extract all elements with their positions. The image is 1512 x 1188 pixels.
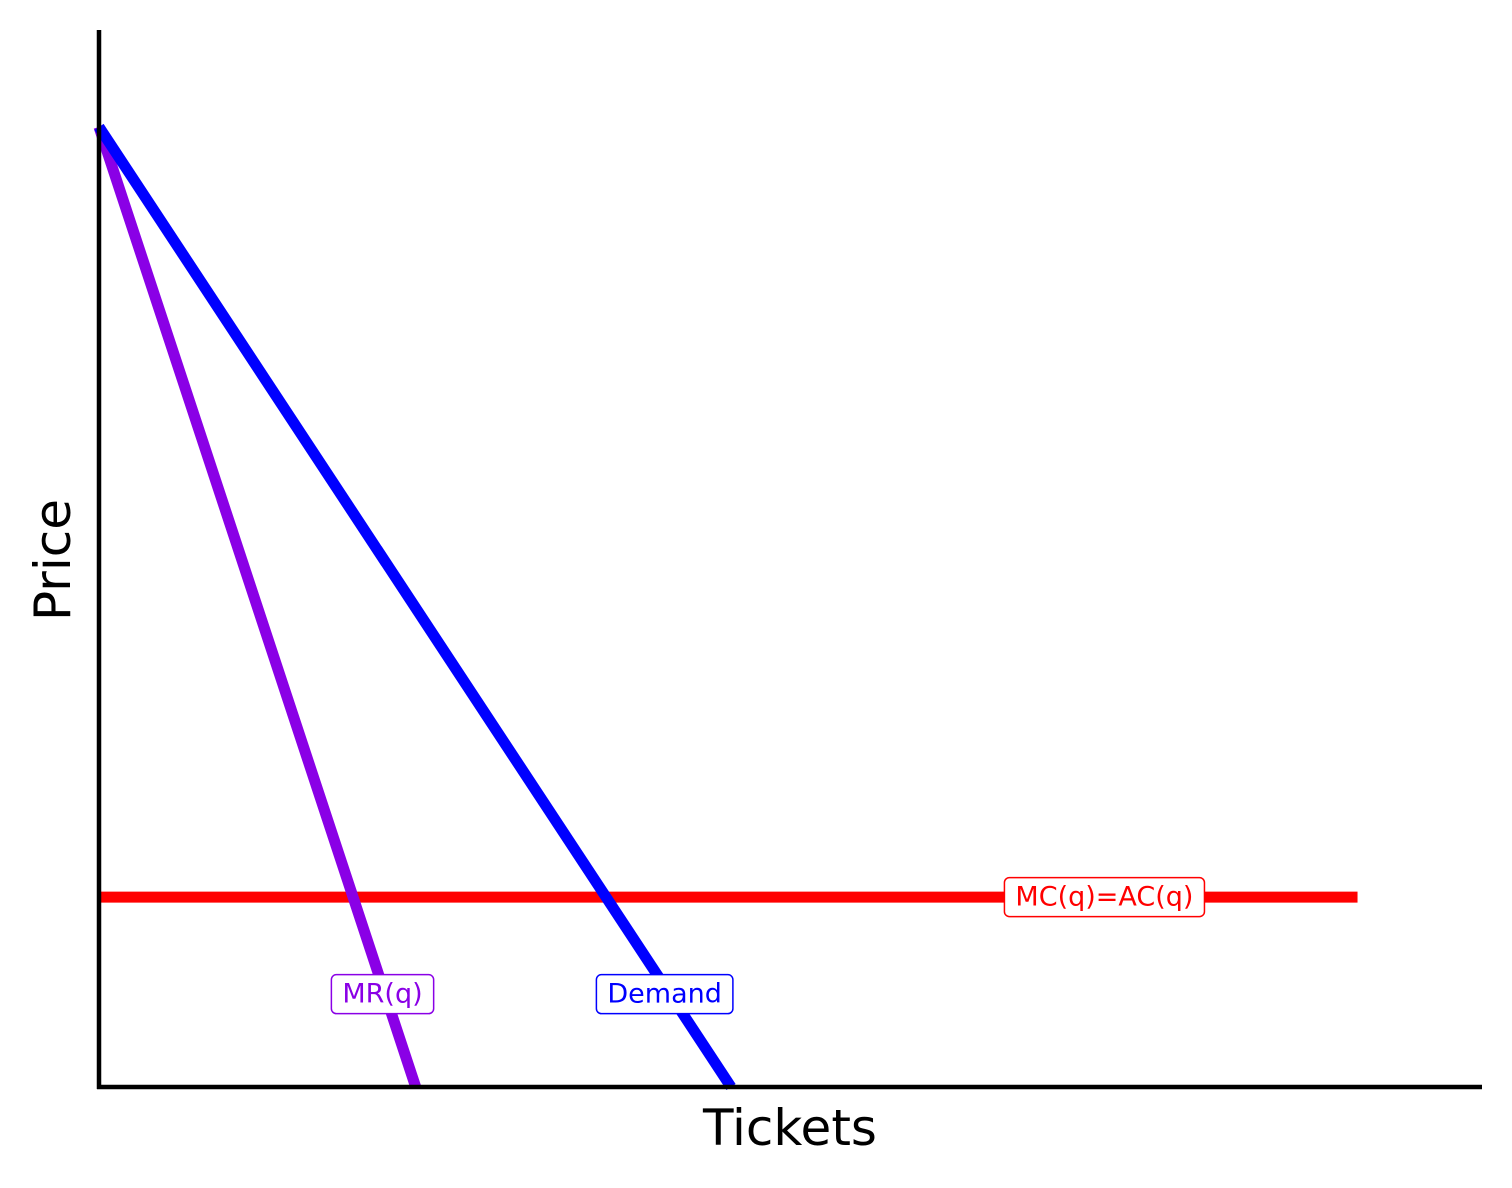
curve-labels: MR(q) Demand MC(q)=AC(q)	[330, 876, 1206, 1015]
label-mc-q-ac-q: MC(q)=AC(q)	[1003, 876, 1206, 918]
label-text-mr-q: MR(q)	[342, 979, 422, 1010]
label-box-mc-q-ac-q	[1003, 876, 1206, 918]
label-text-mc-q-ac-q: MC(q)=AC(q)	[1015, 882, 1193, 913]
series-line-mr-q	[93, 125, 421, 1089]
y-axis-title: Price	[24, 499, 82, 621]
series-line-demand	[94, 123, 736, 1091]
label-mr-q: MR(q)	[330, 973, 435, 1015]
label-box-demand	[595, 973, 734, 1015]
curves	[93, 123, 1358, 1091]
label-text-demand: Demand	[607, 979, 722, 1010]
x-axis-title: Tickets	[702, 1099, 877, 1157]
label-demand: Demand	[595, 973, 734, 1015]
label-box-mr-q	[330, 973, 435, 1015]
